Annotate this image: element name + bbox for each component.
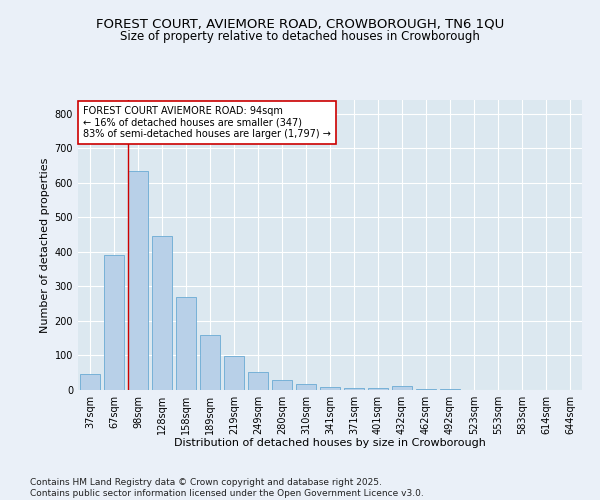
Bar — [104, 256, 124, 390]
Bar — [416, 389, 436, 390]
Bar — [272, 380, 292, 390]
Bar — [128, 171, 148, 390]
Bar — [200, 335, 220, 390]
Text: FOREST COURT, AVIEMORE ROAD, CROWBOROUGH, TN6 1QU: FOREST COURT, AVIEMORE ROAD, CROWBOROUGH… — [96, 18, 504, 30]
Bar — [296, 384, 316, 390]
Text: Contains HM Land Registry data © Crown copyright and database right 2025.
Contai: Contains HM Land Registry data © Crown c… — [30, 478, 424, 498]
Bar — [248, 372, 268, 390]
X-axis label: Distribution of detached houses by size in Crowborough: Distribution of detached houses by size … — [174, 438, 486, 448]
Y-axis label: Number of detached properties: Number of detached properties — [40, 158, 50, 332]
Bar — [224, 356, 244, 390]
Bar — [320, 386, 340, 390]
Bar — [176, 297, 196, 390]
Bar — [80, 374, 100, 390]
Text: Size of property relative to detached houses in Crowborough: Size of property relative to detached ho… — [120, 30, 480, 43]
Bar — [344, 388, 364, 390]
Text: FOREST COURT AVIEMORE ROAD: 94sqm
← 16% of detached houses are smaller (347)
83%: FOREST COURT AVIEMORE ROAD: 94sqm ← 16% … — [83, 106, 331, 139]
Bar — [152, 236, 172, 390]
Bar — [368, 388, 388, 390]
Bar — [392, 386, 412, 390]
